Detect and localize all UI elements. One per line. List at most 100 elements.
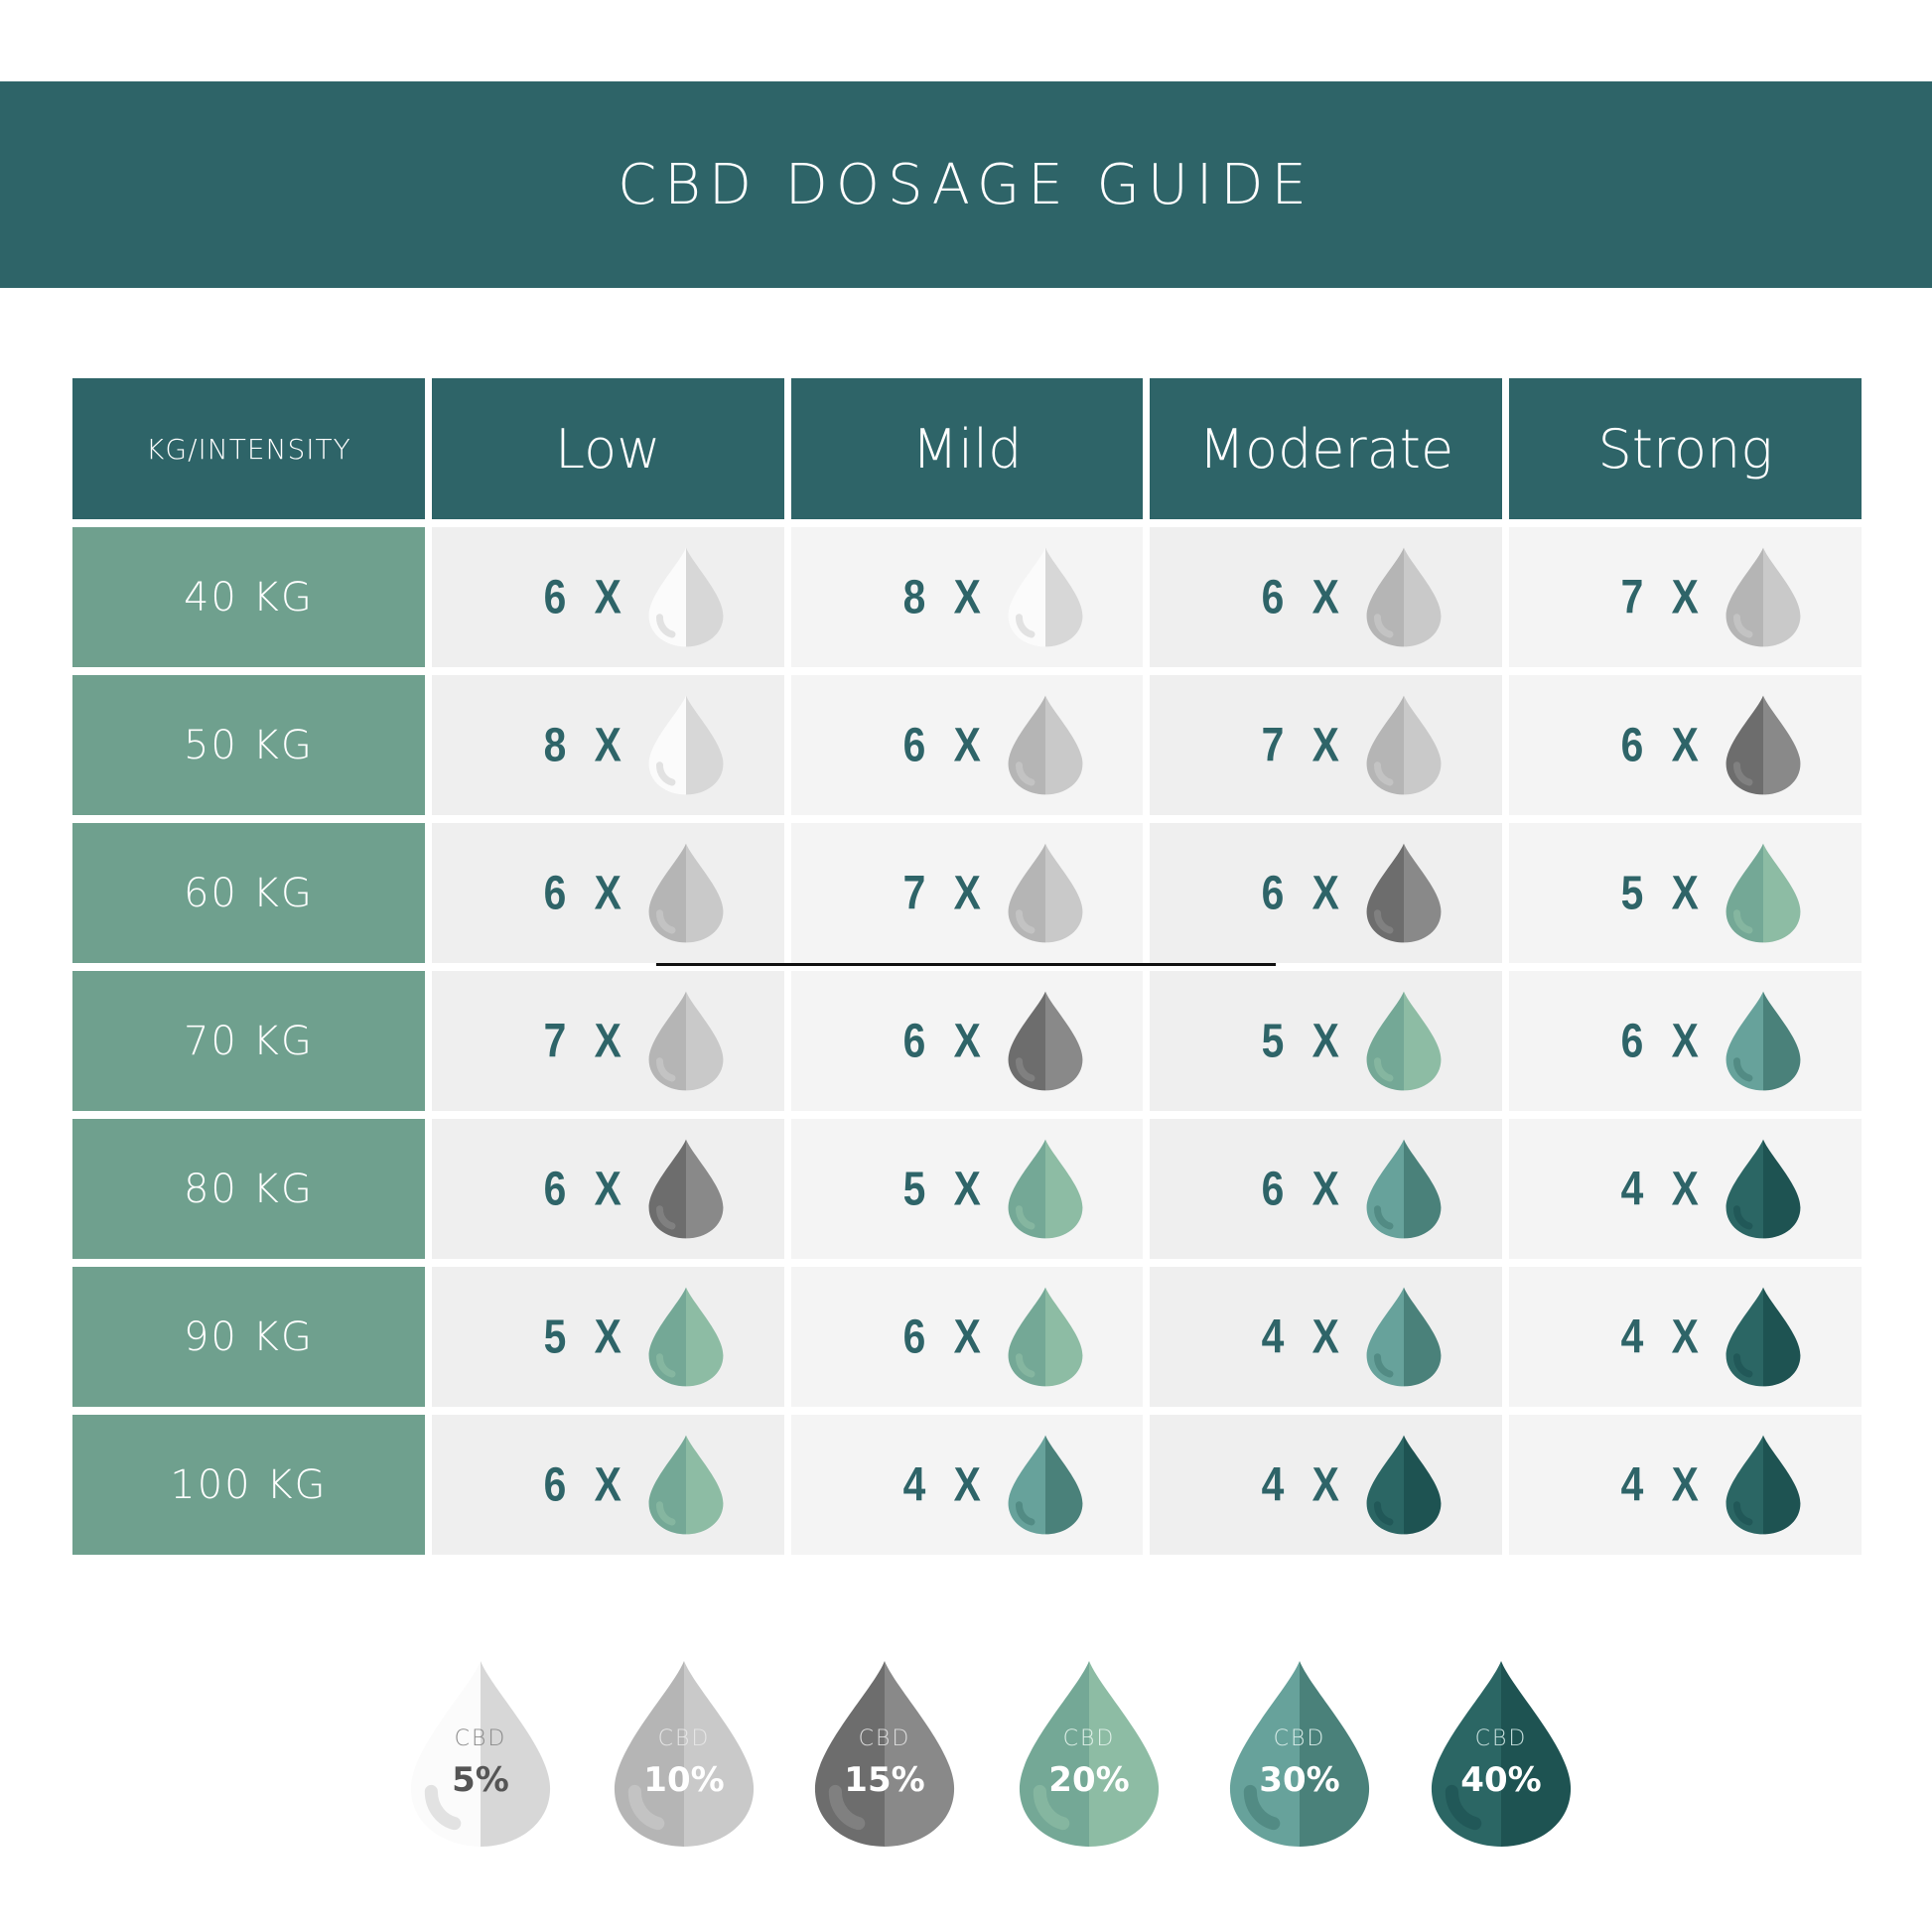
table-row: 100 KG 6 X 4 X 4 X 4 X: [72, 1415, 1862, 1555]
dose-cell: 6 X: [431, 527, 784, 667]
table-row: 40 KG 6 X 8 X 6 X 7 X: [72, 527, 1862, 667]
dose-cell: 7 X: [790, 823, 1144, 963]
dose-value: 4 X: [1620, 1163, 1708, 1215]
dose-cell: 7 X: [1150, 675, 1503, 815]
drop-icon: [1366, 1139, 1442, 1239]
dose-value: 4 X: [1262, 1458, 1348, 1511]
dose-cell: 6 X: [1509, 675, 1862, 815]
legend-label: CBD: [1062, 1726, 1116, 1751]
dose-cell: 6 X: [790, 1267, 1144, 1407]
legend-label: CBD: [454, 1726, 507, 1751]
table-row: 70 KG 7 X 6 X 5 X 6 X: [72, 971, 1862, 1111]
dose-cell: 5 X: [790, 1119, 1144, 1259]
dose-cell: 5 X: [1150, 971, 1503, 1111]
drop-icon: [1366, 1287, 1442, 1387]
dose-value: 6 X: [543, 1458, 630, 1511]
drop-icon: [1431, 1661, 1572, 1847]
dose-value: 4 X: [1262, 1311, 1348, 1363]
legend-label: CBD: [1474, 1726, 1528, 1751]
dose-cell: 6 X: [1150, 527, 1503, 667]
dose-value: 4 X: [902, 1458, 989, 1511]
legend-percent: 5%: [452, 1760, 509, 1800]
dose-value: 6 X: [1620, 719, 1708, 771]
dose-cell: 6 X: [431, 1415, 784, 1555]
dose-cell: 7 X: [431, 971, 784, 1111]
column-header: Low: [431, 378, 784, 519]
dose-cell: 4 X: [1509, 1267, 1862, 1407]
drop-icon: [1008, 547, 1083, 647]
legend-drop: CBD 15%: [812, 1657, 957, 1851]
table-row: 90 KG 5 X 6 X 4 X 4 X: [72, 1267, 1862, 1407]
legend-drop: CBD 30%: [1227, 1657, 1372, 1851]
dose-cell: 8 X: [431, 675, 784, 815]
drop-icon: [1019, 1661, 1160, 1847]
dose-cell: 6 X: [790, 675, 1144, 815]
column-header: Strong: [1509, 378, 1862, 519]
legend-percent: 30%: [1259, 1760, 1340, 1800]
dose-value: 5 X: [902, 1163, 989, 1215]
column-header: Mild: [790, 378, 1144, 519]
dose-value: 8 X: [902, 571, 989, 623]
legend-drop: CBD 10%: [612, 1657, 757, 1851]
dose-value: 6 X: [902, 719, 989, 771]
drop-icon: [410, 1661, 551, 1847]
legend-percent: 20%: [1048, 1760, 1130, 1800]
drop-icon: [648, 1435, 724, 1535]
drop-icon: [614, 1661, 755, 1847]
dose-value: 6 X: [1262, 867, 1348, 919]
column-header: KG/INTENSITY: [72, 378, 425, 519]
legend-drop: CBD 5%: [408, 1657, 553, 1851]
drop-icon: [1008, 1139, 1083, 1239]
weight-cell: 60 KG: [72, 823, 425, 963]
dose-value: 7 X: [543, 1015, 630, 1067]
table-header-row: KG/INTENSITY Low Mild Moderate Strong: [72, 378, 1862, 519]
dose-cell: 4 X: [1150, 1267, 1503, 1407]
drop-icon: [648, 695, 724, 795]
weight-cell: 50 KG: [72, 675, 425, 815]
dose-value: 7 X: [1262, 719, 1348, 771]
drop-icon: [1366, 695, 1442, 795]
legend-drop: CBD 40%: [1429, 1657, 1574, 1851]
dosage-table: KG/INTENSITY Low Mild Moderate Strong 40…: [72, 378, 1862, 1563]
divider-line: [656, 963, 1276, 966]
title-banner: CBD DOSAGE GUIDE: [0, 81, 1932, 288]
dose-cell: 4 X: [1509, 1119, 1862, 1259]
drop-icon: [814, 1661, 955, 1847]
dose-value: 6 X: [902, 1311, 989, 1363]
strength-legend: CBD 5% CBD 10% CBD 15% CBD 20% CBD 30% CBD 40%: [0, 1657, 1932, 1851]
drop-icon: [1366, 991, 1442, 1091]
dose-cell: 6 X: [1150, 823, 1503, 963]
dose-cell: 4 X: [1509, 1415, 1862, 1555]
drop-icon: [648, 1139, 724, 1239]
weight-cell: 70 KG: [72, 971, 425, 1111]
drop-icon: [1366, 1435, 1442, 1535]
dose-value: 7 X: [1620, 571, 1708, 623]
drop-icon: [1366, 547, 1442, 647]
drop-icon: [1725, 1139, 1801, 1239]
drop-icon: [648, 547, 724, 647]
dose-cell: 8 X: [790, 527, 1144, 667]
dose-cell: 5 X: [431, 1267, 784, 1407]
dose-value: 5 X: [1262, 1015, 1348, 1067]
table-row: 60 KG 6 X 7 X 6 X 5 X: [72, 823, 1862, 963]
weight-cell: 40 KG: [72, 527, 425, 667]
dose-value: 6 X: [1620, 1015, 1708, 1067]
weight-cell: 90 KG: [72, 1267, 425, 1407]
drop-icon: [1725, 991, 1801, 1091]
weight-cell: 80 KG: [72, 1119, 425, 1259]
column-header: Moderate: [1150, 378, 1503, 519]
dose-value: 6 X: [543, 571, 630, 623]
legend-percent: 40%: [1460, 1760, 1542, 1800]
drop-icon: [1008, 843, 1083, 943]
legend-percent: 15%: [844, 1760, 925, 1800]
dose-value: 5 X: [1620, 867, 1708, 919]
dose-cell: 6 X: [1150, 1119, 1503, 1259]
drop-icon: [1366, 843, 1442, 943]
dose-value: 6 X: [543, 867, 630, 919]
dose-value: 6 X: [1262, 571, 1348, 623]
legend-percent: 10%: [643, 1760, 725, 1800]
dose-cell: 6 X: [431, 1119, 784, 1259]
dose-cell: 4 X: [790, 1415, 1144, 1555]
dose-value: 6 X: [902, 1015, 989, 1067]
dose-value: 6 X: [1262, 1163, 1348, 1215]
